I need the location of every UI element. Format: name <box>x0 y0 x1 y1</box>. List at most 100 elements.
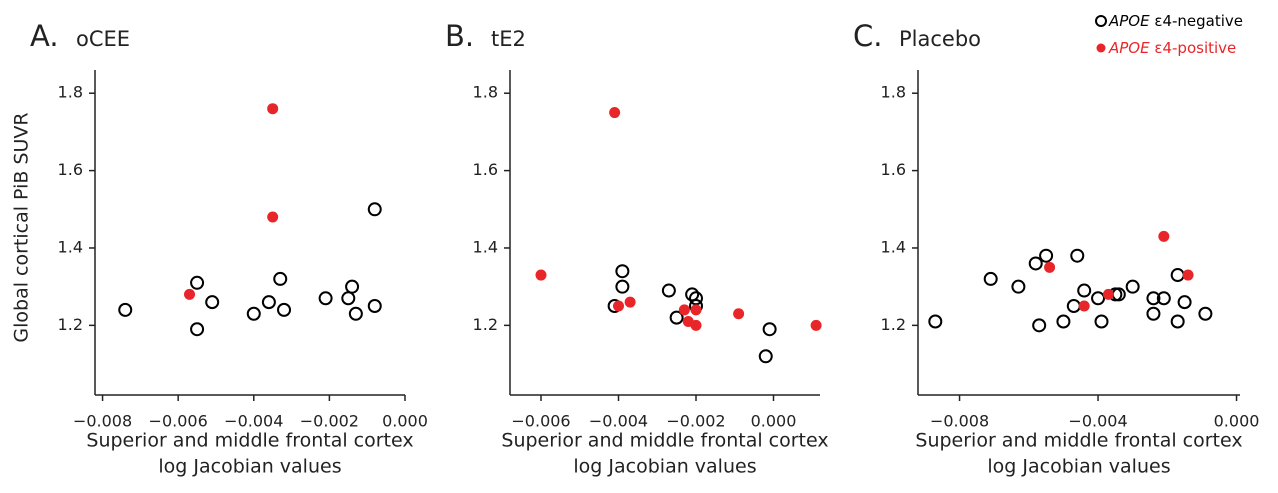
y-tick-label: 1.2 <box>58 315 83 334</box>
x-tick-label: −0.008 <box>73 412 132 431</box>
data-point <box>983 271 998 286</box>
data-point <box>1102 288 1114 300</box>
y-tick-label: 1.8 <box>58 83 83 102</box>
panel-label: C. <box>853 19 882 53</box>
data-point <box>1070 248 1085 263</box>
legend-label: APOE ε4-positive <box>1108 39 1236 57</box>
y-tick-label: 1.2 <box>881 315 906 334</box>
legend-label-rest: ε4-negative <box>1150 12 1243 30</box>
y-tick-label: 1.2 <box>473 315 498 334</box>
data-point <box>184 288 196 300</box>
y-tick-label: 1.6 <box>473 160 498 179</box>
legend-label-italic: APOE <box>1108 12 1150 30</box>
legend-label-italic: APOE <box>1108 39 1150 57</box>
data-point <box>190 322 205 337</box>
panel-title: Placebo <box>899 27 981 51</box>
data-point <box>277 302 292 317</box>
data-point <box>624 296 636 308</box>
data-point <box>1198 306 1213 321</box>
data-point <box>205 295 220 310</box>
data-point <box>1170 268 1185 283</box>
data-point <box>1182 269 1194 281</box>
legend-marker <box>1096 43 1106 53</box>
x-tick-label: 0.000 <box>1214 412 1260 431</box>
data-point <box>367 299 382 314</box>
x-tick-label: 0.000 <box>382 412 428 431</box>
data-point <box>1039 248 1054 263</box>
data-point <box>348 306 363 321</box>
data-point <box>1177 295 1192 310</box>
data-point <box>810 319 822 331</box>
x-tick-label: −0.002 <box>300 412 359 431</box>
x-axis-label: Superior and middle frontal cortex <box>86 430 413 452</box>
x-tick-label: −0.008 <box>930 412 989 431</box>
data-point <box>661 283 676 298</box>
data-point <box>1125 279 1140 294</box>
data-point <box>669 310 684 325</box>
data-point <box>613 300 624 312</box>
y-tick-label: 1.4 <box>473 237 498 256</box>
data-point <box>535 269 547 281</box>
data-point <box>318 291 333 306</box>
data-point <box>1056 314 1071 329</box>
data-point <box>1078 300 1090 312</box>
y-tick-label: 1.6 <box>881 160 906 179</box>
x-tick-label: −0.004 <box>224 412 283 431</box>
data-point <box>1091 291 1106 306</box>
x-axis-label: log Jacobian values <box>158 456 341 478</box>
x-axis-label: log Jacobian values <box>573 456 756 478</box>
data-point <box>261 295 276 310</box>
data-point <box>733 308 745 320</box>
data-point <box>1094 314 1109 329</box>
data-point <box>118 302 133 317</box>
data-point <box>1077 283 1092 298</box>
data-point <box>1066 299 1081 314</box>
data-point <box>928 314 943 329</box>
data-point <box>762 322 777 337</box>
data-point <box>1146 291 1161 306</box>
data-point <box>615 279 630 294</box>
panel-title: tE2 <box>491 27 526 51</box>
panel-label: B. <box>445 19 474 53</box>
y-tick-label: 1.8 <box>473 83 498 102</box>
y-tick-label: 1.8 <box>881 83 906 102</box>
data-point <box>341 291 356 306</box>
legend-label-rest: ε4-positive <box>1150 39 1237 57</box>
data-point <box>1170 314 1185 329</box>
data-point <box>246 306 261 321</box>
data-point <box>345 279 360 294</box>
data-point <box>758 349 773 364</box>
data-point <box>190 275 205 290</box>
x-tick-label: −0.006 <box>511 412 570 431</box>
data-point <box>690 319 702 331</box>
x-axis-label: log Jacobian values <box>987 456 1170 478</box>
x-axis-label: Superior and middle frontal cortex <box>501 430 828 452</box>
data-point <box>615 264 630 279</box>
legend-label: APOE ε4-negative <box>1108 12 1243 30</box>
data-point <box>267 103 279 115</box>
data-point <box>1156 291 1171 306</box>
data-point <box>1032 318 1047 333</box>
y-tick-label: 1.4 <box>58 237 83 256</box>
panel-title: oCEE <box>76 27 130 51</box>
x-tick-label: 0.000 <box>751 412 797 431</box>
data-point <box>273 271 288 286</box>
data-point <box>1011 279 1026 294</box>
y-tick-label: 1.4 <box>881 237 906 256</box>
data-point <box>689 291 703 306</box>
data-point <box>1146 306 1161 321</box>
x-tick-label: −0.004 <box>589 412 648 431</box>
y-tick-label: 1.6 <box>58 160 83 179</box>
data-point <box>678 304 690 316</box>
data-point <box>267 211 279 223</box>
x-axis-label: Superior and middle frontal cortex <box>915 430 1242 452</box>
panel-label: A. <box>30 19 59 53</box>
x-tick-label: −0.002 <box>666 412 725 431</box>
data-point <box>690 304 702 316</box>
x-tick-label: −0.006 <box>149 412 208 431</box>
data-point <box>367 202 382 217</box>
data-point <box>609 107 621 119</box>
y-axis-label: Global cortical PiB SUVR <box>11 112 33 342</box>
data-point <box>1028 256 1043 271</box>
